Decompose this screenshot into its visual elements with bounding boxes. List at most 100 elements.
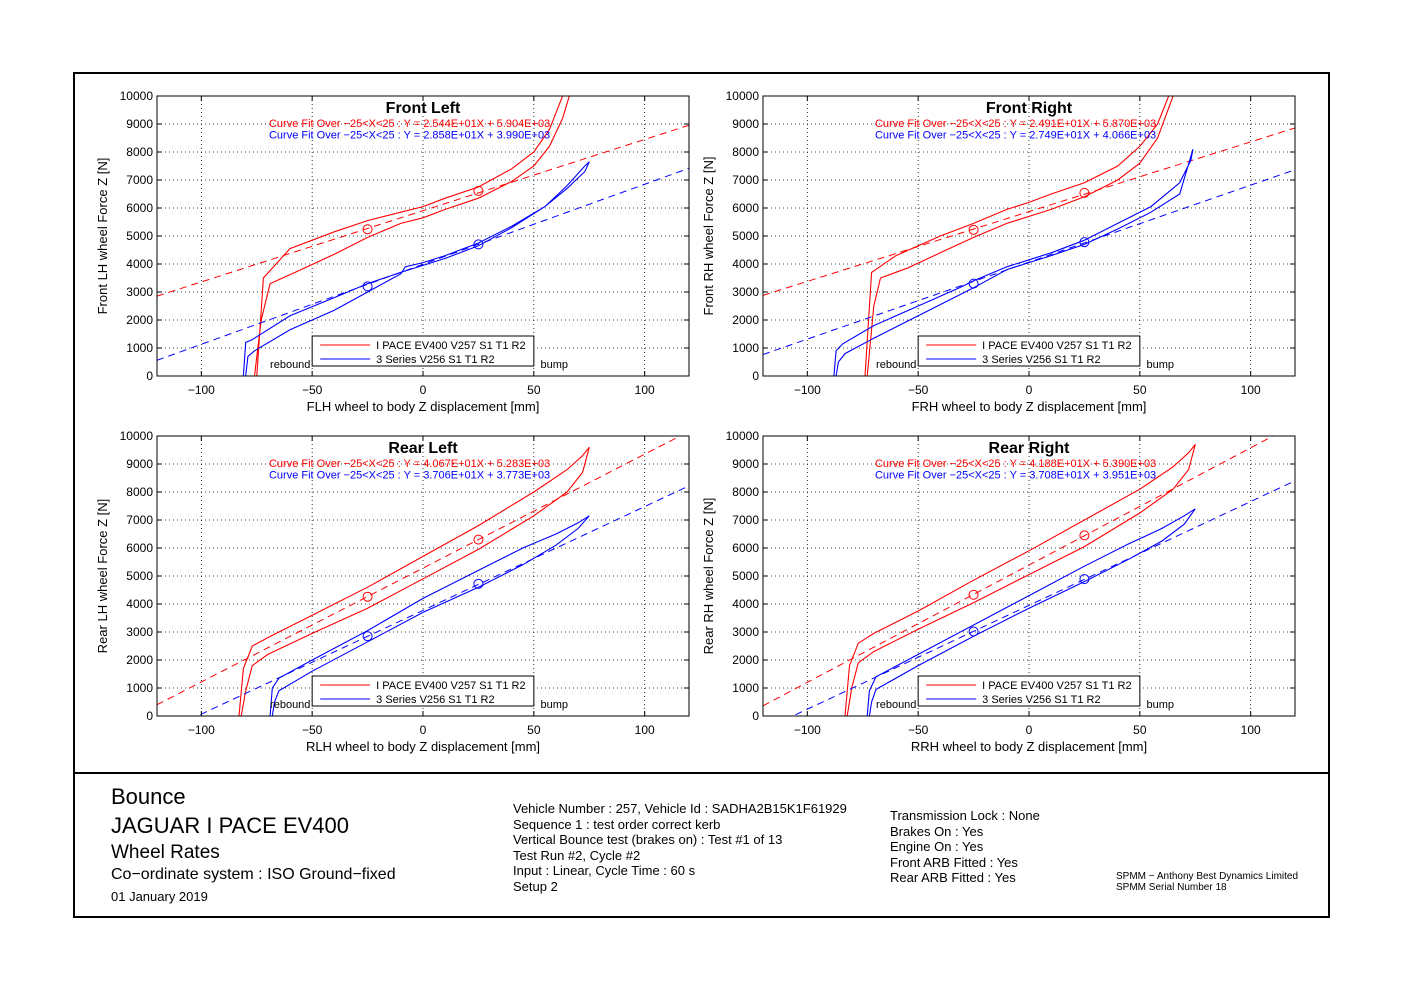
fit-point-marker	[1079, 574, 1090, 585]
y-tick-label: 10000	[120, 429, 154, 443]
y-tick-label: 7000	[732, 513, 759, 527]
detail-line: Test Run #2, Cycle #2	[513, 847, 641, 863]
setting-line: Front ARB Fitted : Yes	[890, 854, 1018, 870]
x-tick-label: −50	[908, 723, 929, 737]
fit-point-marker	[1079, 187, 1090, 198]
y-tick-label: 7000	[126, 173, 153, 187]
setting-line: Engine On : Yes	[890, 839, 984, 854]
fit-point-marker	[968, 626, 979, 637]
y-tick-label: 9000	[126, 117, 153, 131]
fit-point-marker	[1079, 530, 1090, 541]
fit-line	[157, 436, 682, 706]
legend-box	[917, 335, 1141, 367]
y-tick-label: 2000	[732, 653, 759, 667]
y-tick-label: 3000	[732, 285, 759, 299]
legend-entry: 3 Series V256 S1 T1 R2	[982, 694, 1100, 706]
fit-point-marker	[362, 591, 373, 602]
hysteresis-loop	[238, 446, 590, 716]
chart-panel-1: −100 −50 0 50 100010002000300040005000600070…	[95, 89, 690, 414]
rebound-annotation: rebound	[876, 699, 916, 711]
hysteresis-loop	[269, 515, 590, 716]
legend-box	[311, 675, 535, 707]
data-layer	[763, 436, 1295, 716]
x-tick-label: 50	[527, 383, 541, 397]
y-tick-label: 10000	[726, 429, 760, 443]
curve-fit-text: Curve Fit Over −25<X<25 : Y = 3.708E+01X…	[875, 470, 1156, 482]
bump-annotation: bump	[1146, 699, 1174, 711]
report-name: Wheel Rates	[111, 842, 220, 863]
x-axis-label: RLH wheel to body Z displacement [mm]	[306, 739, 540, 754]
curve-fit-text: Curve Fit Over −25<X<25 : Y = 2.749E+01X…	[875, 130, 1156, 142]
fit-point-marker	[968, 589, 979, 600]
chart-title: Rear Right	[989, 440, 1071, 457]
test-settings: Transmission Lock : None Brakes On : Yes…	[890, 808, 1040, 886]
x-tick-label: 0	[420, 383, 427, 397]
y-tick-label: 3000	[126, 625, 153, 639]
curve-fit-text: Curve Fit Over −25<X<25 : Y = 3.706E+01X…	[269, 470, 550, 482]
legend-entry: I PACE EV400 V257 S1 T1 R2	[982, 340, 1131, 352]
y-tick-label: 8000	[732, 145, 759, 159]
report-frame	[73, 72, 1330, 918]
chart-title: Front Left	[386, 100, 461, 117]
fit-line	[157, 167, 689, 361]
x-tick-label: −100	[188, 383, 215, 397]
y-tick-label: 2000	[126, 313, 153, 327]
hysteresis-loop	[242, 161, 590, 376]
x-axis-label: FLH wheel to body Z displacement [mm]	[307, 399, 540, 414]
company-name: SPMM − Anthony Best Dynamics Limited	[1116, 871, 1299, 882]
legend-entry: 3 Series V256 S1 T1 R2	[376, 694, 494, 706]
fit-point-marker	[1079, 237, 1090, 248]
y-axis-label: Rear RH wheel Force Z [N]	[701, 498, 716, 655]
chart-panel-3: −100 −50 0 50 100010002000300040005000600070…	[95, 429, 690, 754]
bump-annotation: bump	[1146, 359, 1174, 371]
rebound-annotation: rebound	[270, 359, 310, 371]
fit-point-marker	[968, 278, 979, 289]
x-tick-label: 100	[635, 383, 655, 397]
y-tick-label: 2000	[126, 653, 153, 667]
legend-entry: I PACE EV400 V257 S1 T1 R2	[982, 680, 1131, 692]
x-tick-label: 0	[1026, 383, 1033, 397]
y-axis-label: Rear LH wheel Force Z [N]	[95, 499, 110, 654]
bump-annotation: bump	[540, 359, 568, 371]
y-tick-label: 3000	[732, 625, 759, 639]
y-tick-label: 2000	[732, 313, 759, 327]
y-tick-label: 3000	[126, 285, 153, 299]
data-layer	[157, 436, 689, 716]
y-tick-label: 6000	[732, 541, 759, 555]
fit-point-marker	[968, 224, 979, 235]
y-tick-label: 1000	[732, 681, 759, 695]
y-tick-label: 10000	[726, 89, 760, 103]
fit-point-marker	[473, 578, 484, 589]
y-tick-label: 4000	[126, 257, 153, 271]
x-tick-label: 100	[1241, 723, 1261, 737]
fit-point-marker	[473, 185, 484, 196]
chart-title: Front Right	[986, 100, 1073, 117]
setting-line: Rear ARB Fitted : Yes	[890, 870, 1016, 885]
fit-point-marker	[362, 281, 373, 292]
curve-fit-text: Curve Fit Over −25<X<25 : Y = 4.067E+01X…	[269, 458, 550, 470]
y-tick-label: 5000	[732, 569, 759, 583]
y-tick-label: 0	[146, 709, 153, 723]
x-tick-label: 50	[1133, 723, 1147, 737]
company-info: SPMM − Anthony Best Dynamics Limited SPM…	[1116, 871, 1298, 893]
test-details: Vehicle Number : 257, Vehicle Id : SADHA…	[513, 801, 847, 894]
detail-line: Vertical Bounce test (brakes on) : Test …	[513, 832, 783, 847]
curve-fit-text: Curve Fit Over −25<X<25 : Y = 2.858E+01X…	[269, 130, 550, 142]
y-axis-label: Front RH wheel Force Z [N]	[701, 157, 716, 316]
detail-line: Sequence 1 : test order correct kerb	[513, 816, 721, 832]
x-axis-label: RRH wheel to body Z displacement [mm]	[911, 739, 1147, 754]
x-tick-label: −100	[794, 383, 821, 397]
chart-title: Rear Left	[388, 440, 458, 457]
y-tick-label: 1000	[126, 341, 153, 355]
legend-entry: I PACE EV400 V257 S1 T1 R2	[376, 680, 525, 692]
y-tick-label: 9000	[732, 457, 759, 471]
hysteresis-loop	[844, 444, 1196, 716]
legend-box	[311, 335, 535, 367]
y-tick-label: 6000	[126, 201, 153, 215]
curve-fit-text: Curve Fit Over −25<X<25 : Y = 2.544E+01X…	[269, 118, 550, 130]
setting-line: Brakes On : Yes	[890, 823, 984, 839]
x-tick-label: 0	[1026, 723, 1033, 737]
legend-entry: 3 Series V256 S1 T1 R2	[376, 354, 494, 366]
x-tick-label: −100	[188, 723, 215, 737]
